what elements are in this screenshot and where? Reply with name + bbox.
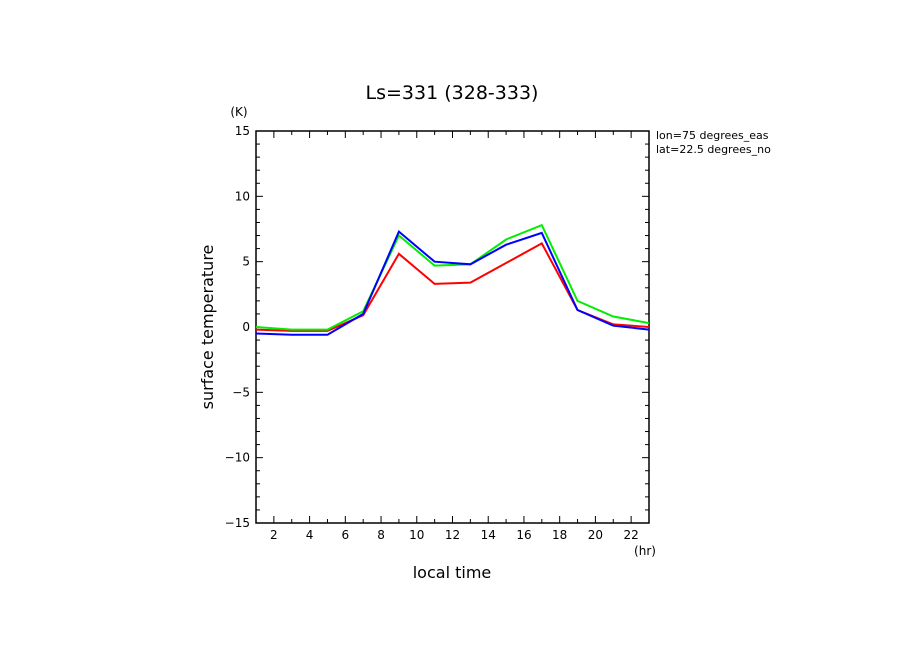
y-tick-label: 0	[242, 320, 250, 334]
plot-area: 2 4 6 8 10 12 14 16 18 20 22 −15 −10 −5 0 5 10 15	[225, 124, 650, 542]
y-tick-label: 10	[235, 189, 250, 203]
series-line-3	[255, 229, 650, 336]
y-tick-label: −5	[232, 385, 250, 399]
x-unit-label: (hr)	[634, 544, 656, 558]
annotation-lon: lon=75 degrees_eas	[656, 129, 769, 142]
chart-title: Ls=331 (328-333)	[366, 82, 539, 104]
x-tick-label: 22	[623, 528, 638, 542]
y-axis-label: surface temperature	[198, 245, 217, 410]
x-tick-label: 10	[409, 528, 424, 542]
x-tick-label: 20	[588, 528, 603, 542]
y-tick-label: 15	[235, 124, 250, 138]
x-tick-label: 16	[516, 528, 531, 542]
x-tick-label: 8	[377, 528, 385, 542]
series-line-1	[255, 242, 650, 332]
annotation-lat: lat=22.5 degrees_no	[656, 143, 771, 156]
x-tick-label: 14	[481, 528, 496, 542]
y-tick-label: 5	[242, 255, 250, 269]
x-tick-label: 12	[445, 528, 460, 542]
plot-frame	[255, 130, 650, 524]
x-tick-label: 4	[306, 528, 314, 542]
y-tick-label: −15	[225, 516, 250, 530]
x-axis-label: local time	[413, 563, 492, 582]
y-unit-label: (K)	[230, 105, 247, 119]
x-tick-label: 6	[341, 528, 349, 542]
x-tick-label: 18	[552, 528, 567, 542]
series-line-2	[255, 223, 650, 331]
x-tick-label: 2	[270, 528, 278, 542]
y-tick-label: −10	[225, 451, 250, 465]
